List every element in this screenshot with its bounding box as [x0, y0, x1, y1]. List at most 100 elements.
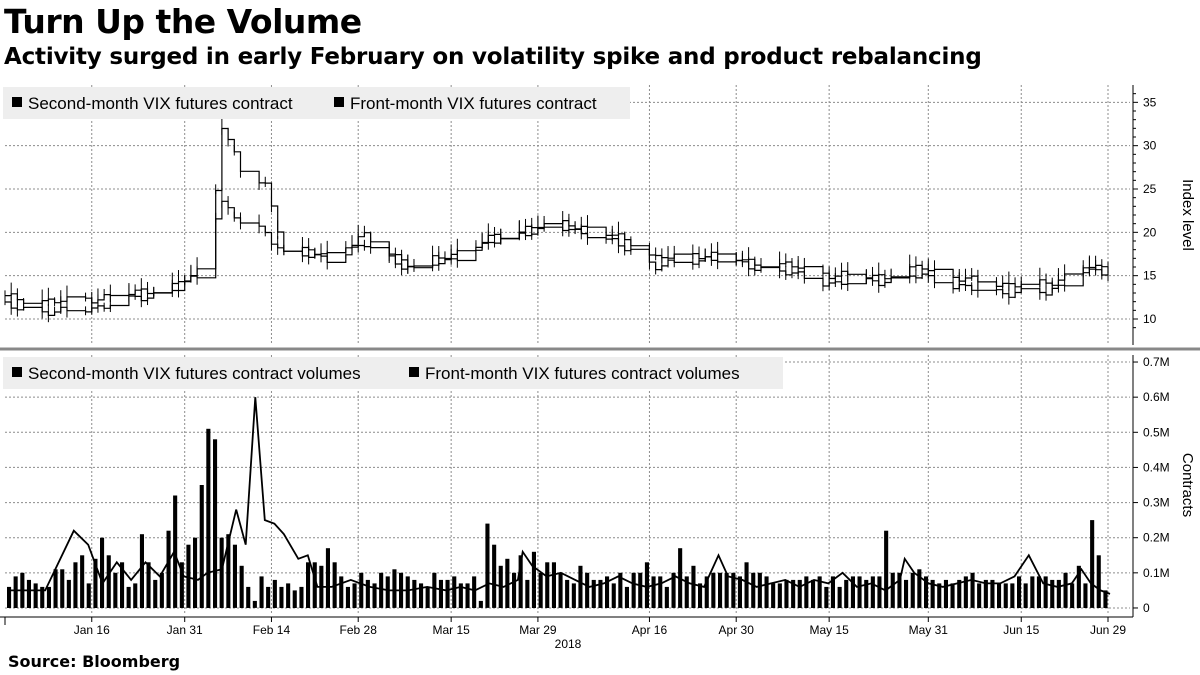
legend-swatch-second-month: [12, 97, 22, 107]
y-tick-label-bottom: 0.1M: [1143, 566, 1170, 580]
volume-bar: [611, 583, 616, 608]
volume-bar: [784, 579, 789, 608]
volume-bar: [512, 572, 517, 608]
volume-bar: [173, 495, 178, 608]
volume-bar: [46, 586, 51, 608]
volume-bar: [538, 572, 543, 608]
volume-bar: [359, 572, 364, 608]
volume-bar: [405, 576, 410, 608]
volume-bar: [551, 562, 556, 608]
volume-bar: [120, 562, 125, 608]
volume-bar: [40, 586, 45, 608]
source-note: Source: Bloomberg: [8, 652, 181, 671]
volume-bar: [850, 576, 855, 608]
volume-bar: [890, 572, 895, 608]
volume-bar: [651, 576, 656, 608]
volume-bar: [352, 583, 357, 608]
volume-bar: [438, 579, 443, 608]
x-tick-label: May 31: [909, 623, 949, 637]
volume-bar: [777, 583, 782, 608]
y-tick-label-top: 10: [1143, 312, 1157, 326]
volume-bar: [1043, 576, 1048, 608]
series-line-front-month: [5, 200, 1109, 316]
volume-bar: [166, 530, 171, 608]
volume-bar: [1103, 590, 1108, 608]
volume-bar: [585, 572, 590, 608]
volume-bar: [977, 583, 982, 608]
volume-bar: [478, 600, 483, 608]
volume-bar: [558, 572, 563, 608]
top-legend: Second-month VIX futures contract Front-…: [3, 87, 630, 119]
volume-bar: [837, 586, 842, 608]
x-tick-label: Apr 30: [719, 623, 755, 637]
volume-bar: [86, 583, 91, 608]
volume-bar: [485, 523, 490, 608]
volume-bar: [259, 576, 264, 608]
x-tick-label: Jan 16: [74, 623, 110, 637]
chart-subtitle: Activity surged in early February on vol…: [4, 44, 982, 70]
volume-bar: [897, 572, 902, 608]
volume-bar: [379, 572, 384, 608]
series-line-front-month-volumes: [7, 397, 1111, 595]
volume-bar: [684, 576, 689, 608]
volume-bar: [345, 586, 350, 608]
volume-bar: [1090, 520, 1095, 608]
volume-bar: [1023, 583, 1028, 608]
volume-bar: [811, 579, 816, 608]
volume-bar: [272, 579, 277, 608]
y-tick-label-top: 25: [1143, 182, 1157, 196]
y-tick-label-bottom: 0.3M: [1143, 496, 1170, 510]
volume-bar: [246, 586, 251, 608]
top-legend-background: [3, 87, 630, 119]
volume-bar: [877, 576, 882, 608]
x-tick-label: Feb 28: [340, 623, 378, 637]
volume-bar: [724, 572, 729, 608]
volume-bar: [545, 562, 550, 608]
volume-bar: [445, 579, 450, 608]
volume-bar: [957, 579, 962, 608]
volume-bar: [299, 586, 304, 608]
bottom-legend-background: [3, 357, 783, 389]
volume-bar: [664, 586, 669, 608]
y-tick-label-bottom: 0.5M: [1143, 425, 1170, 439]
volume-bar: [458, 583, 463, 608]
volume-bar: [963, 576, 968, 608]
volume-bar: [425, 586, 430, 608]
legend-swatch-front-month: [334, 97, 344, 107]
axes: Jan 16 Jan 31 Feb 14 Feb 28 Mar 15 Mar 29 Apr …: [0, 85, 1200, 637]
x-tick-label: Jun 29: [1090, 623, 1126, 637]
chart-title: Turn Up the Volume: [4, 2, 362, 41]
volume-bar: [591, 579, 596, 608]
volume-bar: [797, 579, 802, 608]
y-tick-label-top: 15: [1143, 269, 1157, 283]
y-axis-label-index-level: Index level: [1179, 179, 1196, 251]
volume-bar: [286, 583, 291, 608]
volume-bar: [1083, 583, 1088, 608]
volume-bar: [113, 572, 118, 608]
volume-bar: [598, 579, 603, 608]
volume-bar: [133, 583, 138, 608]
volume-bar: [804, 576, 809, 608]
volume-bar: [571, 583, 576, 608]
volume-bar: [644, 562, 649, 608]
volume-bar: [1036, 576, 1041, 608]
volume-bar: [631, 572, 636, 608]
volume-bar: [990, 579, 995, 608]
volume-bar: [824, 586, 829, 608]
legend-label-second-month: Second-month VIX futures contract: [28, 94, 293, 113]
y-tick-label-bottom: 0: [1143, 601, 1150, 615]
volume-bar: [1076, 565, 1081, 608]
volume-bar: [385, 576, 390, 608]
volume-bar: [312, 562, 317, 608]
volume-bar: [106, 555, 111, 608]
volume-bar: [737, 576, 742, 608]
volume-bar: [1010, 583, 1015, 608]
volume-bar: [213, 439, 218, 608]
volume-bar: [817, 576, 822, 608]
volume-bar: [100, 537, 105, 608]
volume-bar: [432, 572, 437, 608]
legend-swatch-second-month-volumes: [12, 367, 22, 377]
volume-bar: [698, 583, 703, 608]
y-tick-label-top: 30: [1143, 139, 1157, 153]
volume-bar: [206, 428, 211, 608]
